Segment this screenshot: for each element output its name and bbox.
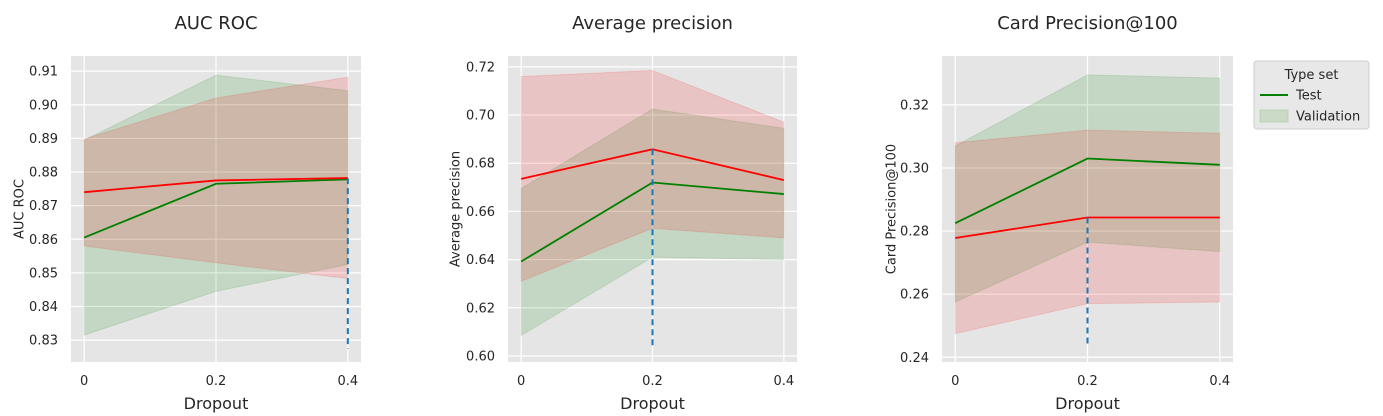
- y-tick-label: 0.60: [466, 349, 495, 364]
- x-axis-label: Dropout: [1055, 394, 1120, 413]
- y-tick-label: 0.87: [29, 199, 58, 214]
- chart-title: AUC ROC: [174, 13, 257, 34]
- y-tick-label: 0.64: [466, 253, 495, 268]
- x-tick-label: 0.4: [774, 374, 795, 389]
- y-tick-label: 0.24: [900, 351, 929, 366]
- x-tick-label: 0.2: [642, 374, 663, 389]
- x-tick-label: 0: [951, 374, 959, 389]
- y-tick-label: 0.30: [900, 161, 929, 176]
- x-tick-label: 0: [80, 374, 88, 389]
- legend: Type set Test Validation: [1253, 60, 1370, 130]
- y-tick-label: 0.84: [29, 300, 58, 315]
- x-tick-label: 0.4: [337, 374, 358, 389]
- y-tick-label: 0.86: [29, 233, 58, 248]
- x-tick-label: 0: [517, 374, 525, 389]
- y-axis-label: Average precision: [449, 151, 464, 267]
- y-tick-label: 0.70: [466, 109, 495, 124]
- average-precision-panel: 0.60 0.62 0.64 0.66 0.68 0.70 0.72 0 0.2 0.4 Avera…: [449, 13, 797, 413]
- y-tick-label: 0.26: [900, 288, 929, 303]
- y-tick-label: 0.68: [466, 157, 495, 172]
- y-tick-label: 0.66: [466, 205, 495, 220]
- legend-label-test: Test: [1295, 89, 1322, 104]
- y-tick-label: 0.72: [466, 60, 495, 75]
- y-axis-label: AUC ROC: [13, 179, 28, 239]
- y-tick-label: 0.90: [29, 98, 58, 113]
- y-tick-label: 0.88: [29, 166, 58, 181]
- x-axis-label: Dropout: [620, 394, 685, 413]
- card-precision-panel: 0.24 0.26 0.28 0.30 0.32 0 0.2 0.4 Card Precisio…: [885, 13, 1233, 413]
- y-tick-label: 0.89: [29, 132, 58, 147]
- legend-title: Type set: [1284, 68, 1339, 83]
- x-tick-label: 0.2: [206, 374, 227, 389]
- legend-swatch-validation: [1259, 109, 1289, 123]
- chart-title: Card Precision@100: [997, 13, 1178, 34]
- y-tick-label: 0.62: [466, 301, 495, 316]
- legend-box: [1253, 60, 1370, 130]
- x-tick-label: 0.2: [1077, 374, 1098, 389]
- test-confidence-band: [83, 74, 349, 336]
- y-tick-label: 0.85: [29, 266, 58, 281]
- legend-label-validation: Validation: [1296, 110, 1360, 125]
- y-tick-label: 0.28: [900, 225, 929, 240]
- auc-roc-panel: 0.83 0.84 0.85 0.86 0.87 0.88 0.89 0.90 0.91 0 0.2…: [13, 13, 361, 413]
- validation-series-line: [84, 177, 348, 194]
- test-series-line: [954, 157, 1220, 225]
- x-tick-label: 0.4: [1209, 374, 1230, 389]
- chart-title: Average precision: [572, 13, 733, 34]
- test-confidence-band: [954, 74, 1221, 303]
- test-series-line: [83, 178, 348, 239]
- y-tick-label: 0.83: [29, 334, 58, 349]
- x-axis-label: Dropout: [184, 394, 249, 413]
- y-tick-label: 0.32: [900, 98, 929, 113]
- validation-confidence-band: [520, 69, 785, 283]
- y-tick-label: 0.91: [29, 65, 58, 80]
- y-axis-label: Card Precision@100: [885, 144, 900, 274]
